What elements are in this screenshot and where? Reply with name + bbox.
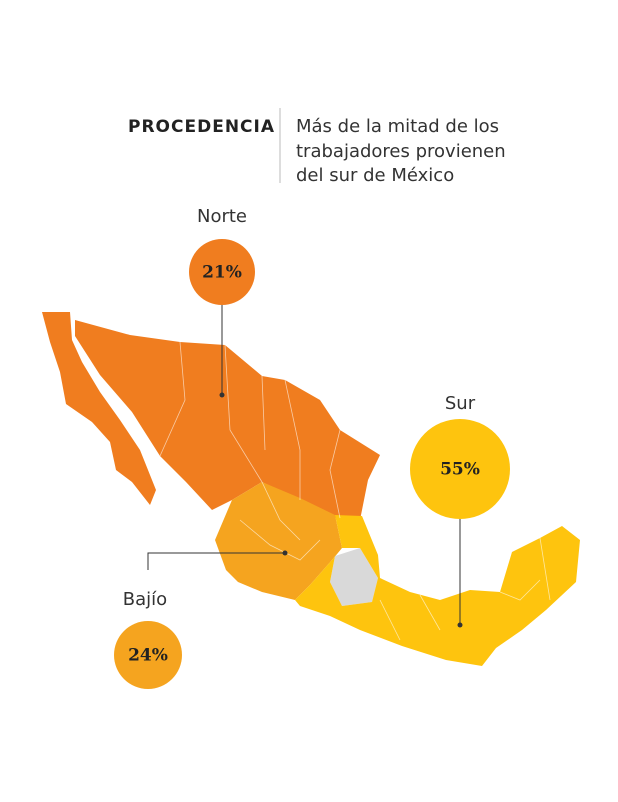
leader-dot xyxy=(457,622,463,628)
region-name: Bajío xyxy=(123,589,167,610)
leader-dot xyxy=(282,550,288,556)
region-value: 21% xyxy=(202,263,242,283)
region-bubble xyxy=(410,419,510,519)
region-bubble xyxy=(114,621,182,689)
map xyxy=(42,312,580,666)
header-label: PROCEDENCIA xyxy=(128,117,275,137)
region-sur xyxy=(295,515,580,666)
subtitle: del sur de México xyxy=(296,165,454,186)
leader-line xyxy=(147,552,285,570)
leader-dot xyxy=(219,392,225,398)
region-norte xyxy=(75,320,380,520)
region-name: Sur xyxy=(445,393,476,414)
region-value: 24% xyxy=(128,646,168,666)
region-centro xyxy=(330,548,378,606)
subtitle: trabajadores provienen xyxy=(296,141,506,162)
region-bubble xyxy=(189,239,255,305)
subtitle: Más de la mitad de los xyxy=(296,116,499,137)
region-bajio xyxy=(215,482,342,600)
region-norte xyxy=(42,312,156,505)
region-name: Norte xyxy=(197,206,247,227)
region-value: 55% xyxy=(440,460,480,480)
